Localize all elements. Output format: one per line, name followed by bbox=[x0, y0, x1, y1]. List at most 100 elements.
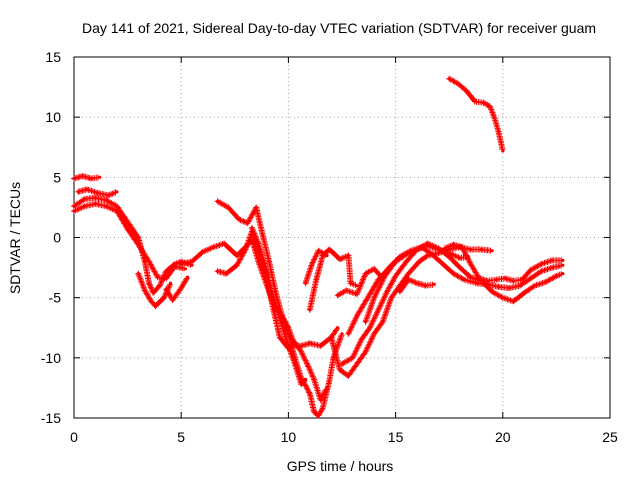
data-point bbox=[372, 296, 376, 300]
data-point bbox=[256, 241, 260, 246]
data-point bbox=[331, 251, 335, 255]
data-point bbox=[550, 258, 554, 262]
data-point bbox=[179, 286, 183, 290]
data-point bbox=[533, 284, 537, 288]
data-point bbox=[106, 193, 110, 197]
data-point bbox=[479, 247, 483, 252]
series-arc-17 bbox=[362, 242, 471, 325]
data-point bbox=[383, 274, 387, 278]
data-point bbox=[168, 281, 173, 285]
data-point bbox=[366, 296, 370, 300]
data-point bbox=[372, 267, 376, 271]
y-axis-label: SDTVAR / TECUs bbox=[7, 182, 23, 294]
data-point bbox=[164, 276, 168, 280]
data-point bbox=[115, 204, 119, 208]
data-point bbox=[312, 377, 316, 382]
data-point bbox=[381, 320, 385, 324]
data-point bbox=[447, 251, 451, 255]
data-point bbox=[190, 263, 194, 267]
series-arc-19 bbox=[441, 241, 565, 284]
data-point bbox=[216, 199, 220, 203]
data-point bbox=[346, 332, 350, 336]
data-point bbox=[306, 363, 310, 367]
data-point bbox=[458, 266, 462, 270]
data-point bbox=[398, 290, 402, 294]
series-arc-12 bbox=[302, 247, 329, 287]
data-point bbox=[316, 414, 320, 418]
data-point bbox=[226, 205, 230, 209]
data-point bbox=[304, 383, 308, 388]
data-point bbox=[355, 292, 359, 296]
x-axis-label: GPS time / hours bbox=[287, 458, 394, 474]
data-point bbox=[503, 276, 507, 280]
data-point bbox=[458, 256, 462, 260]
data-point bbox=[464, 89, 468, 93]
data-point bbox=[171, 298, 175, 302]
data-point bbox=[494, 278, 498, 282]
data-point bbox=[265, 269, 269, 273]
data-point bbox=[340, 362, 344, 366]
data-point bbox=[104, 198, 108, 202]
data-point bbox=[522, 291, 526, 295]
grid-lines bbox=[74, 57, 610, 418]
data-point bbox=[321, 406, 325, 410]
data-point bbox=[376, 308, 380, 312]
data-point bbox=[250, 226, 254, 230]
data-point bbox=[314, 278, 318, 282]
data-point bbox=[224, 272, 228, 276]
data-point bbox=[415, 281, 419, 285]
x-tick-label: 5 bbox=[177, 429, 185, 445]
data-point bbox=[183, 267, 188, 271]
data-point bbox=[186, 275, 190, 279]
data-point bbox=[359, 338, 363, 342]
data-point bbox=[104, 204, 108, 208]
data-point bbox=[490, 290, 494, 294]
series-arc-9 bbox=[214, 198, 345, 419]
data-point bbox=[529, 268, 533, 272]
data-point bbox=[417, 260, 421, 264]
data-point bbox=[308, 308, 312, 312]
data-point bbox=[235, 253, 239, 258]
data-point bbox=[389, 296, 393, 300]
data-point bbox=[136, 243, 140, 247]
data-point bbox=[76, 190, 80, 194]
data-point bbox=[451, 272, 456, 276]
data-point bbox=[385, 290, 389, 294]
data-point bbox=[355, 362, 359, 366]
series-arc-20 bbox=[446, 75, 506, 153]
data-point bbox=[96, 191, 100, 195]
data-point bbox=[349, 281, 353, 285]
data-point bbox=[340, 332, 344, 336]
data-point bbox=[299, 350, 303, 354]
data-point bbox=[143, 260, 147, 264]
series-markers bbox=[71, 194, 194, 296]
data-point bbox=[246, 221, 250, 225]
data-point bbox=[271, 296, 275, 300]
data-point bbox=[312, 410, 316, 414]
data-point bbox=[93, 196, 97, 200]
data-point bbox=[539, 269, 544, 273]
data-point bbox=[426, 253, 430, 258]
data-point bbox=[394, 274, 398, 278]
data-point bbox=[162, 296, 166, 300]
data-point bbox=[308, 392, 312, 396]
data-point bbox=[346, 374, 350, 378]
series-arc-18 bbox=[396, 276, 436, 295]
data-point bbox=[164, 287, 168, 291]
data-point bbox=[544, 280, 548, 284]
data-point bbox=[201, 250, 205, 254]
data-point bbox=[456, 81, 460, 86]
data-point bbox=[325, 253, 329, 258]
data-point bbox=[126, 227, 130, 231]
data-point bbox=[518, 284, 522, 288]
data-point bbox=[511, 299, 516, 303]
data-point bbox=[406, 272, 411, 276]
data-point bbox=[89, 176, 93, 181]
x-tick-label: 20 bbox=[495, 429, 511, 445]
data-point bbox=[469, 247, 473, 252]
data-point bbox=[254, 205, 258, 209]
data-point bbox=[443, 246, 447, 250]
data-point bbox=[460, 245, 464, 249]
data-point bbox=[507, 286, 511, 290]
data-point bbox=[364, 350, 368, 354]
